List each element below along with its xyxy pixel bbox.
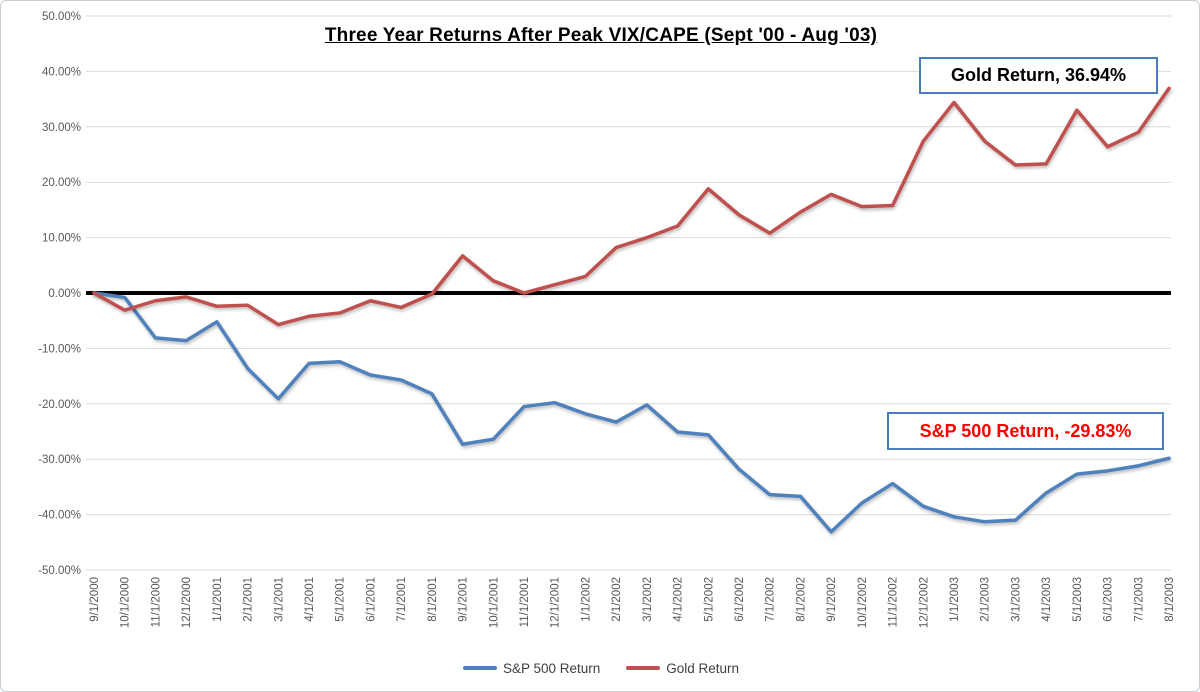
gold-return-callout: Gold Return, 36.94% [919, 57, 1158, 94]
x-tick-label: 9/1/2001 [458, 577, 470, 622]
y-tick-label: 20.00% [42, 177, 81, 189]
x-tick-label: 12/1/2000 [181, 577, 193, 628]
x-tick-label: 6/1/2001 [365, 577, 377, 622]
x-tick-label: 12/1/2002 [918, 577, 930, 628]
legend-item-sp500: S&P 500 Return [462, 660, 601, 676]
sp500-return-callout-text: S&P 500 Return, -29.83% [919, 420, 1132, 441]
y-tick-label: 40.00% [42, 66, 81, 78]
x-tick-label: 1/1/2002 [580, 577, 592, 622]
x-tick-label: 8/1/2003 [1164, 577, 1176, 622]
x-tick-label: 4/1/2002 [673, 577, 685, 622]
sp500-line-swatch [462, 666, 497, 670]
gold-line-swatch [626, 666, 661, 670]
x-tick-label: 8/1/2002 [795, 577, 807, 622]
x-tick-label: 5/1/2001 [335, 577, 347, 622]
chart-legend: S&P 500 Return Gold Return [1, 655, 1199, 681]
s-p-500-return-line [92, 291, 1171, 534]
x-tick-label: 2/1/2002 [611, 577, 623, 622]
x-tick-label: 3/1/2003 [1010, 577, 1022, 622]
gold-return-callout-text: Gold Return, 36.94% [950, 65, 1127, 85]
x-tick-label: 4/1/2001 [304, 577, 316, 622]
x-tick-label: 7/1/2001 [396, 577, 408, 622]
x-tick-label: 2/1/2003 [980, 577, 992, 622]
x-tick-label: 1/1/2003 [949, 577, 961, 622]
x-tick-label: 7/1/2002 [765, 577, 777, 622]
y-tick-label: -40.00% [38, 510, 81, 522]
x-tick-label: 6/1/2003 [1103, 577, 1115, 622]
x-tick-label: 9/1/2002 [826, 577, 838, 622]
x-tick-label: 10/1/2001 [488, 577, 500, 628]
x-tick-label: 6/1/2002 [734, 577, 746, 622]
x-tick-label: 5/1/2002 [703, 577, 715, 622]
x-tick-label: 9/1/2000 [89, 577, 101, 622]
legend-label-sp500: S&P 500 Return [502, 660, 601, 676]
gold-return-line [92, 86, 1171, 327]
y-tick-label: 0.00% [48, 288, 81, 300]
chart-title: Three Year Returns After Peak VIX/CAPE (… [324, 25, 878, 46]
x-tick-label: 11/1/2001 [519, 577, 531, 627]
x-tick-label: 1/1/2001 [212, 577, 224, 622]
x-tick-label: 11/1/2002 [888, 577, 900, 627]
x-tick-label: 5/1/2003 [1072, 577, 1084, 622]
x-tick-label: 3/1/2002 [642, 577, 654, 622]
x-tick-label: 4/1/2003 [1041, 577, 1053, 622]
y-tick-label: 30.00% [42, 122, 81, 134]
y-tick-label: -20.00% [38, 399, 81, 411]
y-tick-label: 10.00% [42, 233, 81, 245]
y-tick-label: -50.00% [38, 565, 81, 577]
legend-item-gold: Gold Return [626, 661, 739, 676]
y-tick-label: -10.00% [38, 343, 81, 355]
x-tick-label: 3/1/2001 [273, 577, 285, 622]
legend-label-gold: Gold Return [666, 660, 740, 676]
x-tick-label: 8/1/2001 [427, 577, 439, 622]
y-tick-label: 50.00% [42, 11, 81, 23]
x-tick-label: 2/1/2001 [243, 577, 255, 622]
y-tick-label: -30.00% [38, 454, 81, 466]
x-tick-label: 12/1/2001 [550, 577, 562, 628]
x-tick-label: 10/1/2000 [120, 577, 132, 628]
x-tick-label: 10/1/2002 [857, 577, 869, 628]
x-tick-label: 11/1/2000 [150, 577, 162, 627]
sp500-return-callout: S&P 500 Return, -29.83% [887, 412, 1164, 450]
x-tick-label: 7/1/2003 [1133, 577, 1145, 622]
